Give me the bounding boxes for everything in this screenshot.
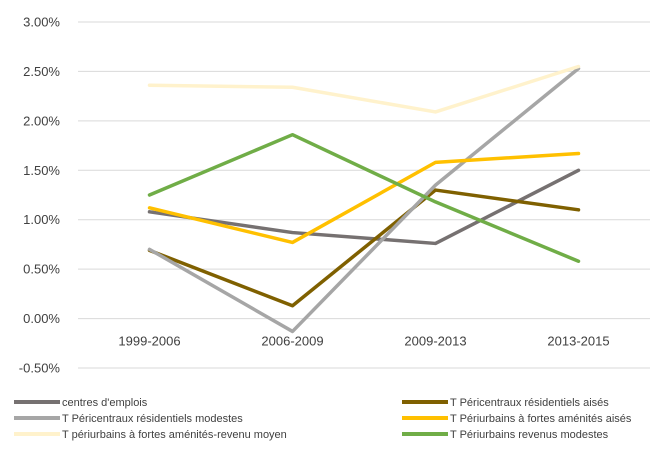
series-line-6	[147, 132, 581, 263]
legend-item: T Péricentraux résidentiels aisés	[402, 397, 609, 409]
legend-item: T Péricentraux résidentiels modestes	[14, 413, 243, 425]
series-line-4	[147, 151, 581, 245]
y-tick-label: 2.00%	[23, 113, 60, 128]
x-tick-label: 2013-2015	[547, 334, 609, 349]
legend-label: T Péricentraux résidentiels aisés	[450, 397, 609, 409]
legend-item: centres d'emplois	[14, 397, 148, 409]
x-tick-label: 2009-2013	[404, 334, 466, 349]
x-axis-tick-labels: 1999-2006 2006-2009 2009-2013 2013-2015	[118, 334, 609, 349]
x-tick-label: 1999-2006	[118, 334, 180, 349]
y-tick-label: 0.00%	[23, 311, 60, 326]
y-tick-label: 1.00%	[23, 212, 60, 227]
series-line-2	[147, 188, 581, 308]
y-tick-label: 0.50%	[23, 262, 60, 277]
legend-label: T Périurbains revenus modestes	[450, 429, 609, 441]
legend-item: T Périurbains revenus modestes	[402, 429, 609, 441]
legend-label: T périurbains à fortes aménités-revenu m…	[62, 429, 287, 441]
legend-label: T Périurbains à fortes aménités aisés	[450, 413, 632, 425]
y-axis-tick-labels: -0.50% 0.00% 0.50% 1.00% 1.50% 2.00% 2.50% 3.00…	[19, 15, 61, 376]
legend-item: T Périurbains à fortes aménités aisés	[402, 413, 632, 425]
series-line-1	[147, 168, 581, 246]
y-tick-label: 3.00%	[23, 15, 60, 30]
x-tick-label: 2006-2009	[261, 334, 323, 349]
y-tick-label: 2.50%	[23, 64, 60, 79]
y-tick-label: 1.50%	[23, 163, 60, 178]
series-lines	[147, 64, 581, 334]
legend-item: T périurbains à fortes aménités-revenu m…	[14, 429, 287, 441]
y-tick-label: -0.50%	[19, 361, 61, 376]
legend: centres d'emplois T Péricentraux résident…	[14, 397, 632, 441]
series-line-5	[147, 64, 581, 114]
series-line-3	[147, 66, 581, 334]
legend-label: T Péricentraux résidentiels modestes	[62, 413, 243, 425]
legend-label: centres d'emplois	[62, 397, 148, 409]
gridlines	[78, 21, 650, 369]
